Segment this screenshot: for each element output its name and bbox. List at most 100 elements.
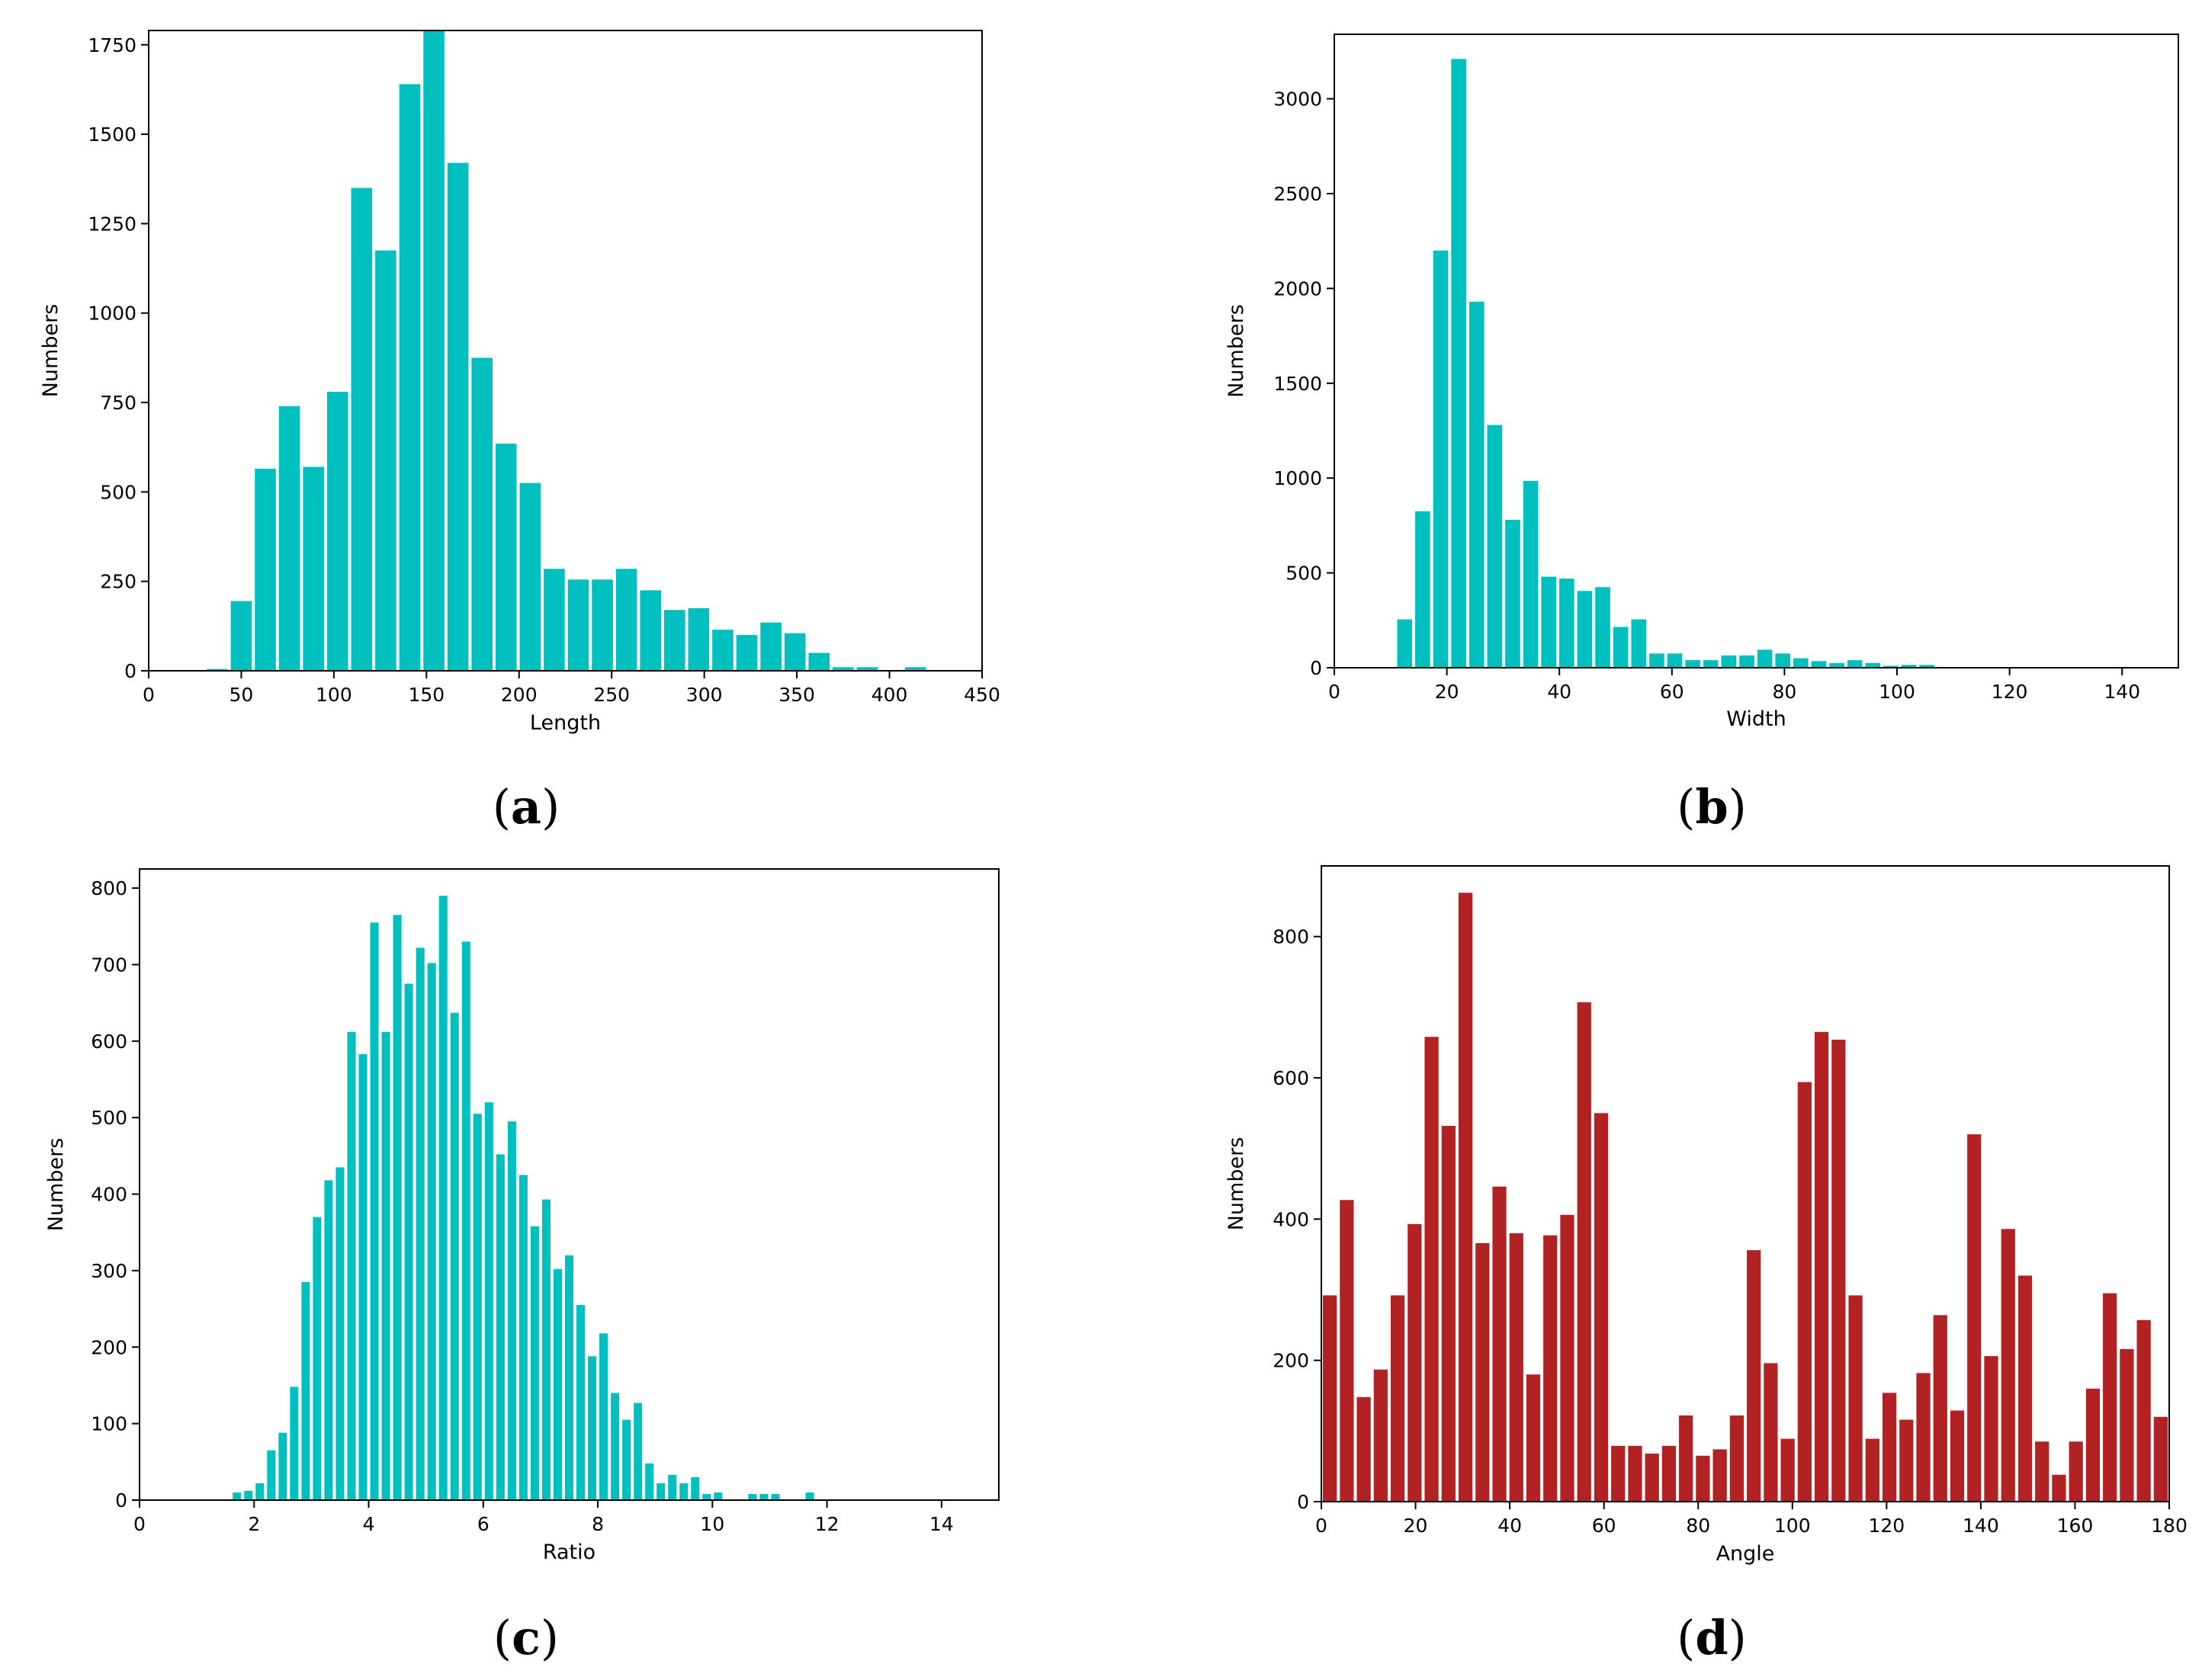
bar bbox=[1757, 649, 1773, 668]
bar bbox=[2153, 1416, 2168, 1502]
bar bbox=[691, 1476, 700, 1500]
bar bbox=[760, 622, 782, 671]
bar bbox=[1458, 893, 1473, 1502]
x-axis-label: Angle bbox=[1716, 1542, 1775, 1566]
y-tick-label: 0 bbox=[1310, 657, 1322, 679]
bar bbox=[1492, 1186, 1507, 1502]
x-tick-label: 40 bbox=[1497, 1515, 1522, 1537]
y-tick-label: 600 bbox=[1273, 1067, 1309, 1089]
panel-caption: (b) bbox=[1677, 779, 1747, 835]
bar bbox=[1685, 660, 1700, 668]
y-tick-label: 1000 bbox=[88, 303, 136, 325]
x-tick-label: 300 bbox=[686, 684, 723, 706]
bar bbox=[833, 667, 854, 671]
bar bbox=[278, 406, 300, 671]
bar bbox=[267, 1450, 276, 1500]
bar bbox=[592, 579, 613, 671]
bar bbox=[1323, 1295, 1337, 1502]
bar bbox=[759, 1493, 769, 1500]
bar bbox=[1433, 250, 1449, 668]
bar bbox=[1645, 1453, 1659, 1502]
bar bbox=[541, 1199, 550, 1500]
bar bbox=[1543, 1235, 1558, 1502]
x-axis-label: Width bbox=[1726, 707, 1786, 731]
bar bbox=[714, 1492, 723, 1500]
bar bbox=[1882, 1393, 1897, 1502]
bar bbox=[1397, 619, 1413, 668]
bar bbox=[1594, 1113, 1609, 1502]
panel-caption: (d) bbox=[1677, 1610, 1747, 1666]
y-tick-label: 1000 bbox=[1273, 467, 1322, 489]
bar bbox=[544, 569, 565, 671]
y-tick-label: 1250 bbox=[88, 213, 136, 235]
bar bbox=[1356, 1396, 1371, 1502]
bar bbox=[2120, 1348, 2134, 1502]
y-tick-label: 1500 bbox=[1273, 373, 1322, 395]
bar bbox=[1831, 1039, 1846, 1502]
bar bbox=[1967, 1134, 1982, 1502]
bar bbox=[1848, 1295, 1863, 1502]
x-tick-label: 450 bbox=[964, 684, 1000, 706]
bar bbox=[519, 483, 541, 671]
bar bbox=[375, 250, 396, 671]
bar bbox=[2103, 1293, 2117, 1502]
y-tick-label: 400 bbox=[91, 1184, 127, 1206]
bar bbox=[1595, 587, 1610, 668]
bar bbox=[1613, 627, 1629, 668]
x-tick-label: 60 bbox=[1592, 1515, 1616, 1537]
bar bbox=[2001, 1229, 2015, 1502]
bar bbox=[856, 667, 878, 671]
bar bbox=[1747, 1250, 1761, 1502]
x-tick-label: 80 bbox=[1686, 1515, 1710, 1537]
y-tick-label: 500 bbox=[91, 1107, 127, 1129]
bar bbox=[416, 947, 425, 1500]
bar bbox=[399, 84, 421, 672]
bar bbox=[1390, 1295, 1405, 1502]
y-tick-label: 2500 bbox=[1273, 183, 1322, 205]
x-axis-label: Ratio bbox=[543, 1541, 595, 1564]
bar bbox=[1509, 1233, 1523, 1502]
y-tick-label: 750 bbox=[100, 392, 136, 414]
y-tick-label: 1500 bbox=[88, 123, 136, 146]
bar bbox=[1667, 653, 1683, 668]
bar bbox=[679, 1483, 689, 1500]
y-tick-label: 0 bbox=[1297, 1491, 1309, 1513]
y-tick-label: 3000 bbox=[1273, 88, 1322, 111]
bar bbox=[1649, 653, 1664, 668]
x-tick-label: 120 bbox=[1992, 681, 2028, 703]
bar bbox=[1811, 661, 1827, 668]
bar bbox=[1631, 619, 1647, 668]
bar bbox=[1661, 1445, 1677, 1502]
bar bbox=[1679, 1415, 1693, 1502]
x-tick-label: 10 bbox=[700, 1513, 724, 1535]
x-tick-label: 6 bbox=[477, 1513, 490, 1535]
bar bbox=[1505, 519, 1520, 668]
bar bbox=[564, 1255, 574, 1500]
bar bbox=[393, 915, 402, 1500]
bar bbox=[1703, 660, 1719, 668]
bar bbox=[507, 1121, 516, 1500]
y-axis-label: Numbers bbox=[44, 1138, 68, 1232]
bar bbox=[427, 963, 436, 1500]
bar bbox=[1340, 1200, 1354, 1502]
bar bbox=[290, 1387, 299, 1500]
bar bbox=[2085, 1388, 2101, 1502]
bar bbox=[1451, 59, 1466, 668]
bar bbox=[702, 1493, 711, 1500]
bar bbox=[668, 1474, 677, 1500]
bar bbox=[423, 30, 445, 671]
bar bbox=[1950, 1410, 1965, 1502]
bar bbox=[1487, 425, 1503, 668]
bar bbox=[611, 1393, 620, 1500]
bar bbox=[313, 1217, 322, 1500]
x-tick-label: 0 bbox=[133, 1513, 146, 1535]
bar bbox=[351, 188, 373, 671]
bar bbox=[518, 1175, 528, 1500]
panel-d: 0 20 40 60 80 100 120 140 160 180 0 200 400 600 800 Ang… bbox=[1225, 865, 2188, 1666]
bar bbox=[1611, 1445, 1626, 1502]
bar bbox=[656, 1483, 666, 1500]
bar bbox=[1883, 665, 1899, 668]
bar bbox=[1984, 1356, 1998, 1502]
bar bbox=[1558, 579, 1574, 668]
y-tick-label: 2000 bbox=[1273, 277, 1322, 300]
